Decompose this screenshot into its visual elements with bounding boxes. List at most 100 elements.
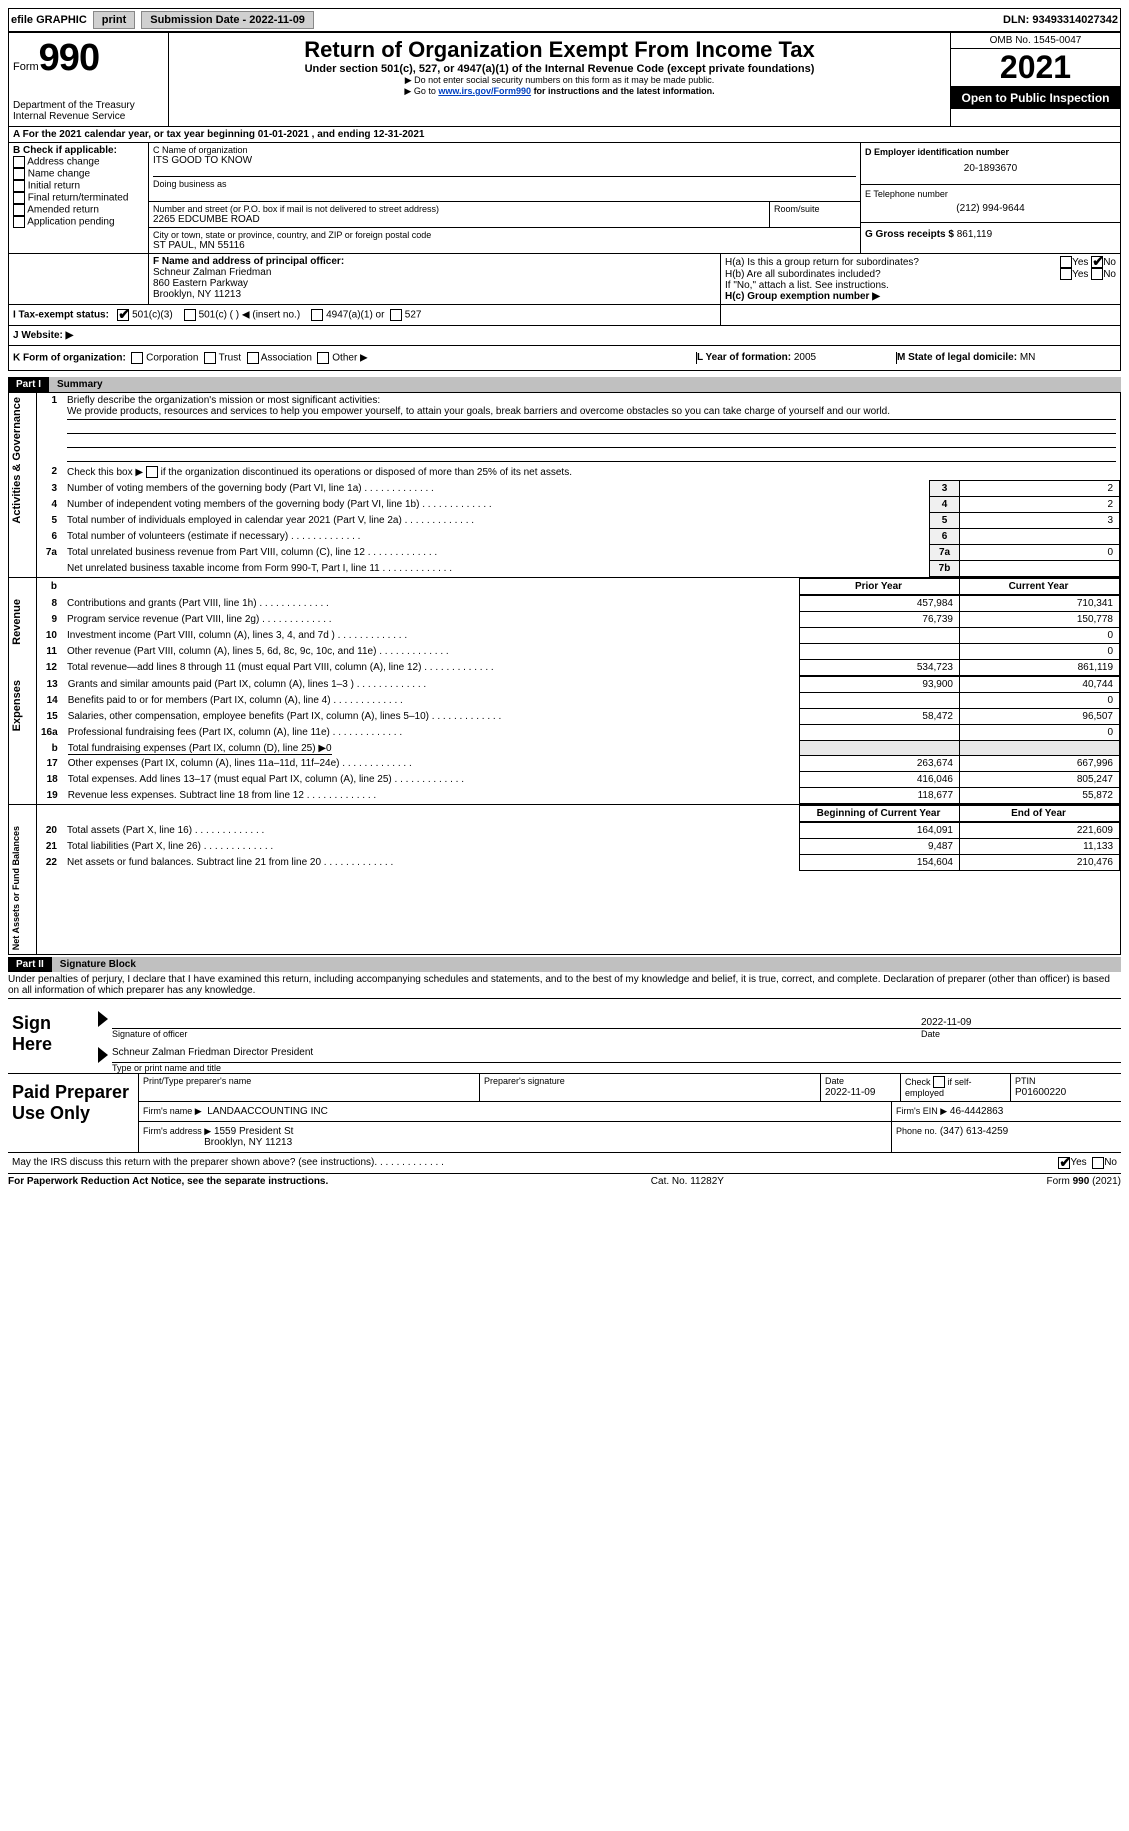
discuss-label: May the IRS discuss this return with the… (12, 1157, 374, 1169)
form-word: Form (13, 61, 39, 73)
year-formation-label: L Year of formation: (697, 352, 791, 363)
sig-date-label: Date (921, 1029, 1121, 1039)
officer-typed-name: Schneur Zalman Friedman Director Preside… (112, 1047, 1121, 1063)
submission-date: Submission Date - 2022-11-09 (141, 11, 314, 29)
officer-name: Schneur Zalman Friedman (153, 267, 716, 278)
tax-year: 2021 (951, 49, 1120, 87)
city: ST PAUL, MN 55116 (153, 240, 856, 251)
prep-date: 2022-11-09 (825, 1087, 875, 1098)
discuss-yes[interactable] (1058, 1157, 1070, 1169)
check-final[interactable]: Final return/terminated (13, 192, 144, 204)
dba-label: Doing business as (153, 176, 856, 189)
check-address[interactable]: Address change (13, 156, 144, 168)
footer-left: For Paperwork Reduction Act Notice, see … (8, 1176, 328, 1187)
print-button[interactable]: print (93, 11, 135, 29)
line1-label: Briefly describe the organization's miss… (67, 395, 380, 406)
paid-preparer-label: Paid Preparer Use Only (8, 1074, 138, 1152)
room-label: Room/suite (774, 204, 856, 214)
check-initial[interactable]: Initial return (13, 180, 144, 192)
firm-addr1: 1559 President St (214, 1126, 294, 1137)
col-prior: Prior Year (800, 579, 960, 595)
street: 2265 EDCUMBE ROAD (153, 214, 765, 225)
domicile: MN (1020, 352, 1036, 363)
sig-arrow-icon (98, 1011, 108, 1027)
tax-exempt-label: I Tax-exempt status: (13, 310, 109, 321)
firm-ein-label: Firm's EIN ▶ (896, 1106, 947, 1116)
check-assoc[interactable] (247, 352, 259, 364)
check-4947[interactable] (311, 309, 323, 321)
check-corp[interactable] (131, 352, 143, 364)
box-f: F Name and address of principal officer:… (149, 254, 720, 304)
ha-label: H(a) Is this a group return for subordin… (725, 257, 1060, 268)
irs-link[interactable]: www.irs.gov/Form990 (438, 86, 531, 96)
sig-arrow-icon-2 (98, 1047, 108, 1063)
activities-sidebar: Activities & Governance (9, 393, 37, 577)
officer-addr1: 860 Eastern Parkway (153, 278, 716, 289)
ptin-label: PTIN (1015, 1076, 1036, 1086)
part2-title: Signature Block (52, 957, 1121, 972)
phone: (212) 994-9644 (865, 199, 1116, 218)
goto-post: for instructions and the latest informat… (531, 86, 715, 96)
ha-yes[interactable] (1060, 256, 1072, 268)
footer-mid: Cat. No. 11282Y (651, 1176, 724, 1187)
part2-label: Part II (8, 957, 52, 972)
hb-yes[interactable] (1060, 268, 1072, 280)
omb-number: OMB No. 1545-0047 (951, 33, 1120, 49)
subtitle-3: Go to www.irs.gov/Form990 for instructio… (173, 86, 946, 97)
sign-here-label: Sign Here (8, 999, 98, 1073)
line2-text: Check this box ▶ if the organization dis… (67, 467, 572, 478)
netassets-sidebar: Net Assets or Fund Balances (9, 822, 37, 954)
ein: 20-1893670 (865, 157, 1116, 180)
penalties-text: Under penalties of perjury, I declare th… (8, 972, 1121, 999)
check-501c[interactable] (184, 309, 196, 321)
part1-title: Summary (49, 377, 1121, 392)
gross-receipts: 861,119 (957, 229, 992, 240)
firm-phone-label: Phone no. (896, 1126, 937, 1136)
check-501c3[interactable] (117, 309, 129, 321)
col-current: Current Year (960, 579, 1120, 595)
box-k: K Form of organization: Corporation Trus… (13, 352, 696, 364)
line2-check[interactable] (146, 466, 158, 478)
box-b-label: B Check if applicable: (13, 145, 144, 156)
col-begin: Beginning of Current Year (800, 806, 960, 822)
year-formation: 2005 (794, 352, 816, 363)
subtitle-2: Do not enter social security numbers on … (173, 75, 946, 86)
org-name-label: C Name of organization (153, 145, 856, 155)
form-title: Return of Organization Exempt From Incom… (173, 37, 946, 63)
line-a: A For the 2021 calendar year, or tax yea… (8, 126, 1121, 143)
form-org-label: K Form of organization: (13, 353, 126, 364)
check-self-emp[interactable] (933, 1076, 945, 1088)
subtitle-1: Under section 501(c), 527, or 4947(a)(1)… (173, 63, 946, 75)
dept-treasury: Department of the Treasury (13, 100, 164, 111)
check-amended[interactable]: Amended return (13, 204, 144, 216)
box-deg: D Employer identification number 20-1893… (860, 143, 1120, 253)
check-name[interactable]: Name change (13, 168, 144, 180)
box-h: H(a) Is this a group return for subordin… (720, 254, 1120, 304)
officer-addr2: Brooklyn, NY 11213 (153, 289, 716, 300)
firm-name-label: Firm's name ▶ (143, 1106, 202, 1116)
check-pending[interactable]: Application pending (13, 216, 144, 228)
check-527[interactable] (390, 309, 402, 321)
hc-label: H(c) Group exemption number ▶ (725, 291, 1116, 302)
website-label: J Website: ▶ (13, 330, 73, 341)
hb-no[interactable] (1091, 268, 1103, 280)
sig-officer-label: Signature of officer (112, 1029, 921, 1039)
ha-no[interactable] (1091, 256, 1103, 268)
form-number: 990 (39, 37, 99, 79)
self-emp-label: Check if self-employed (905, 1077, 972, 1099)
street-label: Number and street (or P.O. box if mail i… (153, 204, 765, 214)
discuss-no[interactable] (1092, 1157, 1104, 1169)
check-other[interactable] (317, 352, 329, 364)
goto-pre: Go to (414, 86, 439, 96)
expenses-sidebar: Expenses (9, 676, 37, 804)
firm-name: LANDAACCOUNTING INC (207, 1106, 328, 1117)
open-inspection: Open to Public Inspection (951, 87, 1120, 109)
topbar: efile GRAPHIC print Submission Date - 20… (8, 8, 1121, 32)
box-c: C Name of organization ITS GOOD TO KNOW … (149, 143, 860, 253)
dln: DLN: 93493314027342 (1003, 14, 1118, 26)
typed-name-label: Type or print name and title (112, 1063, 221, 1073)
revenue-sidebar: Revenue (9, 595, 37, 676)
org-name: ITS GOOD TO KNOW (153, 155, 856, 166)
prep-name-label: Print/Type preparer's name (143, 1076, 475, 1086)
check-trust[interactable] (204, 352, 216, 364)
